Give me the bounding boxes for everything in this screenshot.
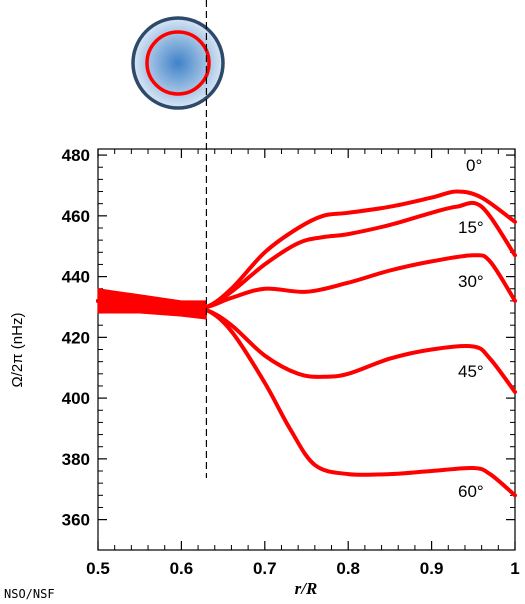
sun-diagram-icon <box>131 16 225 110</box>
y-tick-label: 460 <box>62 207 90 226</box>
x-tick-label: 0.8 <box>336 559 360 578</box>
x-axis-ticks: 0.5 0.6 0.7 0.8 0.9 1 <box>86 149 520 578</box>
series-line <box>96 298 517 498</box>
y-tick-label: 380 <box>62 450 90 469</box>
x-axis-title: r/R <box>295 579 318 598</box>
label-15deg: 15° <box>458 218 484 237</box>
label-45deg: 45° <box>458 362 484 381</box>
x-tick-label: 0.6 <box>170 559 194 578</box>
label-30deg: 30° <box>458 272 484 291</box>
y-axis-ticks: 360 380 400 420 440 460 480 <box>62 146 515 530</box>
series-lines <box>96 189 517 498</box>
tachocline-ring <box>145 30 211 96</box>
y-tick-label: 420 <box>62 328 90 347</box>
label-60deg: 60° <box>458 482 484 501</box>
y-tick-label: 400 <box>62 389 90 408</box>
x-tick-label: 0.5 <box>86 559 110 578</box>
x-tick-label: 1 <box>510 559 519 578</box>
x-tick-label: 0.7 <box>253 559 277 578</box>
credit-label: NSO/NSF <box>4 587 55 601</box>
label-0deg: 0° <box>466 156 482 175</box>
y-tick-label: 360 <box>62 511 90 530</box>
x-tick-label: 0.9 <box>420 559 444 578</box>
y-axis-title: Ω/2π (nHz) <box>9 313 26 388</box>
y-tick-label: 440 <box>62 268 90 287</box>
y-tick-label: 480 <box>62 146 90 165</box>
